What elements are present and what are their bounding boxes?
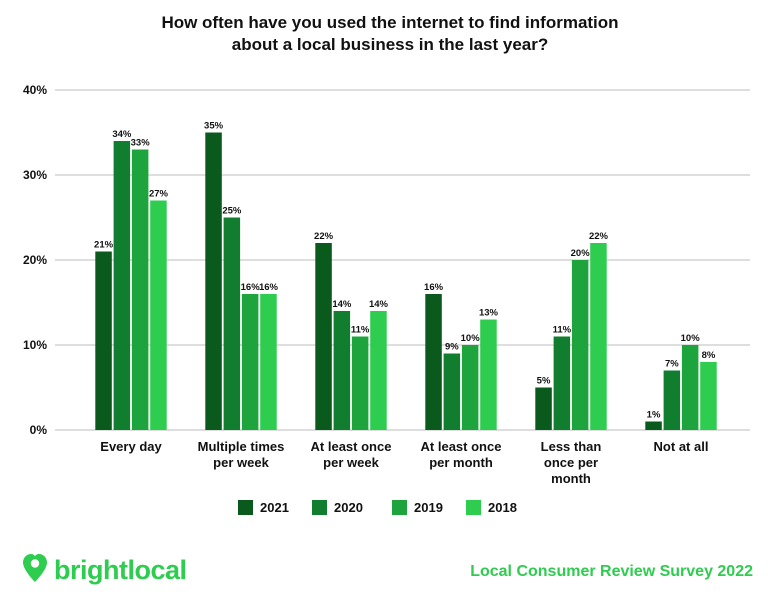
bar-data-label: 14% bbox=[369, 299, 389, 310]
bar bbox=[113, 141, 131, 430]
bars bbox=[95, 132, 717, 430]
bar bbox=[95, 251, 112, 430]
bar bbox=[333, 311, 351, 430]
bar bbox=[535, 387, 552, 430]
bar bbox=[351, 336, 369, 430]
x-category-label: month bbox=[551, 471, 591, 486]
bar bbox=[150, 200, 167, 430]
bar bbox=[681, 345, 699, 430]
bar-data-label: 16% bbox=[241, 282, 261, 293]
bar bbox=[443, 353, 461, 430]
y-tick-label: 10% bbox=[23, 338, 47, 352]
bar bbox=[645, 421, 662, 430]
legend-label: 2018 bbox=[488, 500, 517, 515]
bar-chart: 0%10%20%30%40% 21%34%33%27%35%25%16% 16%2… bbox=[23, 83, 750, 515]
bar bbox=[260, 294, 277, 430]
bar-data-label: 27% bbox=[149, 189, 169, 200]
bar-data-label: 11% bbox=[351, 325, 370, 336]
bar bbox=[315, 243, 332, 430]
bar bbox=[571, 260, 589, 430]
x-category-label: per month bbox=[429, 455, 493, 470]
x-category-label: Every day bbox=[100, 439, 162, 454]
x-category-label: once per bbox=[544, 455, 598, 470]
legend-swatch bbox=[392, 500, 407, 515]
bar-data-label: 16% bbox=[424, 282, 444, 293]
x-category-label: Not at all bbox=[654, 439, 709, 454]
bar-data-label: 9% bbox=[445, 342, 459, 353]
bar-data-label: 1% bbox=[647, 410, 661, 421]
bar bbox=[553, 336, 571, 430]
heart-pin-icon bbox=[22, 553, 48, 588]
bar bbox=[223, 217, 241, 430]
x-category-label: Less than bbox=[541, 439, 602, 454]
data-labels: 21%34%33%27%35%25%16% 16%22%14%11%14%16%9… bbox=[94, 121, 716, 421]
bar-data-label: 25% bbox=[222, 206, 242, 217]
grid-lines bbox=[55, 89, 750, 431]
y-tick-label: 0% bbox=[30, 423, 48, 437]
bar-data-label: 33% bbox=[131, 138, 151, 149]
bar bbox=[480, 319, 497, 430]
bar-data-label: 10% bbox=[681, 333, 701, 344]
legend-label: 2019 bbox=[414, 500, 443, 515]
brand-name: brightlocal bbox=[54, 554, 187, 585]
bar bbox=[131, 149, 149, 430]
bar bbox=[205, 132, 222, 430]
bar-data-label: 7% bbox=[665, 359, 679, 370]
x-category-label: At least once bbox=[421, 439, 502, 454]
bar bbox=[425, 294, 442, 430]
bar-data-label: 22% bbox=[589, 231, 609, 242]
bar-data-label: 21% bbox=[94, 240, 114, 251]
y-tick-label: 40% bbox=[23, 83, 47, 97]
x-category-label: Multiple times bbox=[198, 439, 285, 454]
bar bbox=[241, 294, 259, 430]
bar bbox=[590, 243, 607, 430]
x-category-label: per week bbox=[323, 455, 379, 470]
legend: 2021 2020 2019 2018 bbox=[238, 500, 517, 515]
x-category-label: At least once bbox=[311, 439, 392, 454]
x-category-label: per week bbox=[213, 455, 269, 470]
bar-data-label: 14% bbox=[332, 299, 352, 310]
bar-data-label: 35% bbox=[204, 121, 224, 132]
chart-title-line-1: How often have you used the internet to … bbox=[161, 13, 619, 32]
legend-swatch bbox=[466, 500, 481, 515]
y-tick-label: 30% bbox=[23, 168, 47, 182]
brand-logo: brightlocal bbox=[22, 552, 187, 588]
legend-label: 2021 bbox=[260, 500, 289, 515]
legend-swatch bbox=[312, 500, 327, 515]
bar-data-label: 13% bbox=[479, 308, 499, 319]
bar-data-label: 22% bbox=[314, 231, 334, 242]
bar-data-label: 5% bbox=[537, 376, 551, 387]
bar-data-label: 8% bbox=[702, 350, 716, 361]
bar bbox=[370, 311, 387, 430]
chart-title: How often have you used the internet to … bbox=[80, 12, 700, 56]
y-tick-label: 20% bbox=[23, 253, 47, 267]
bar bbox=[663, 370, 681, 430]
legend-label: 2020 bbox=[334, 500, 363, 515]
bar-data-label: 16% bbox=[259, 282, 279, 293]
y-axis-ticks: 0% 10% 20% 30% 40% bbox=[23, 83, 47, 437]
legend-swatch bbox=[238, 500, 253, 515]
bar-data-label: 11% bbox=[553, 325, 572, 336]
bar-data-label: 10% bbox=[461, 333, 481, 344]
chart-title-line-2: about a local business in the last year? bbox=[231, 35, 549, 54]
survey-label: Local Consumer Review Survey 2022 bbox=[470, 563, 753, 580]
bar bbox=[461, 345, 479, 430]
bar-data-label: 20% bbox=[571, 248, 591, 259]
bar-data-label: 34% bbox=[112, 129, 132, 140]
bar bbox=[700, 362, 717, 430]
